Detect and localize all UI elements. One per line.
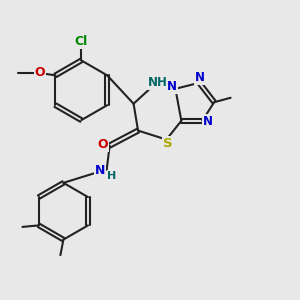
Text: H: H — [107, 171, 117, 181]
Text: N: N — [167, 80, 177, 93]
Text: O: O — [34, 67, 45, 80]
Text: NH: NH — [148, 76, 168, 89]
Text: O: O — [98, 138, 108, 152]
Text: N: N — [195, 71, 205, 84]
Text: Cl: Cl — [75, 34, 88, 47]
Text: N: N — [95, 164, 105, 177]
Text: N: N — [202, 115, 213, 128]
Text: S: S — [163, 136, 173, 150]
